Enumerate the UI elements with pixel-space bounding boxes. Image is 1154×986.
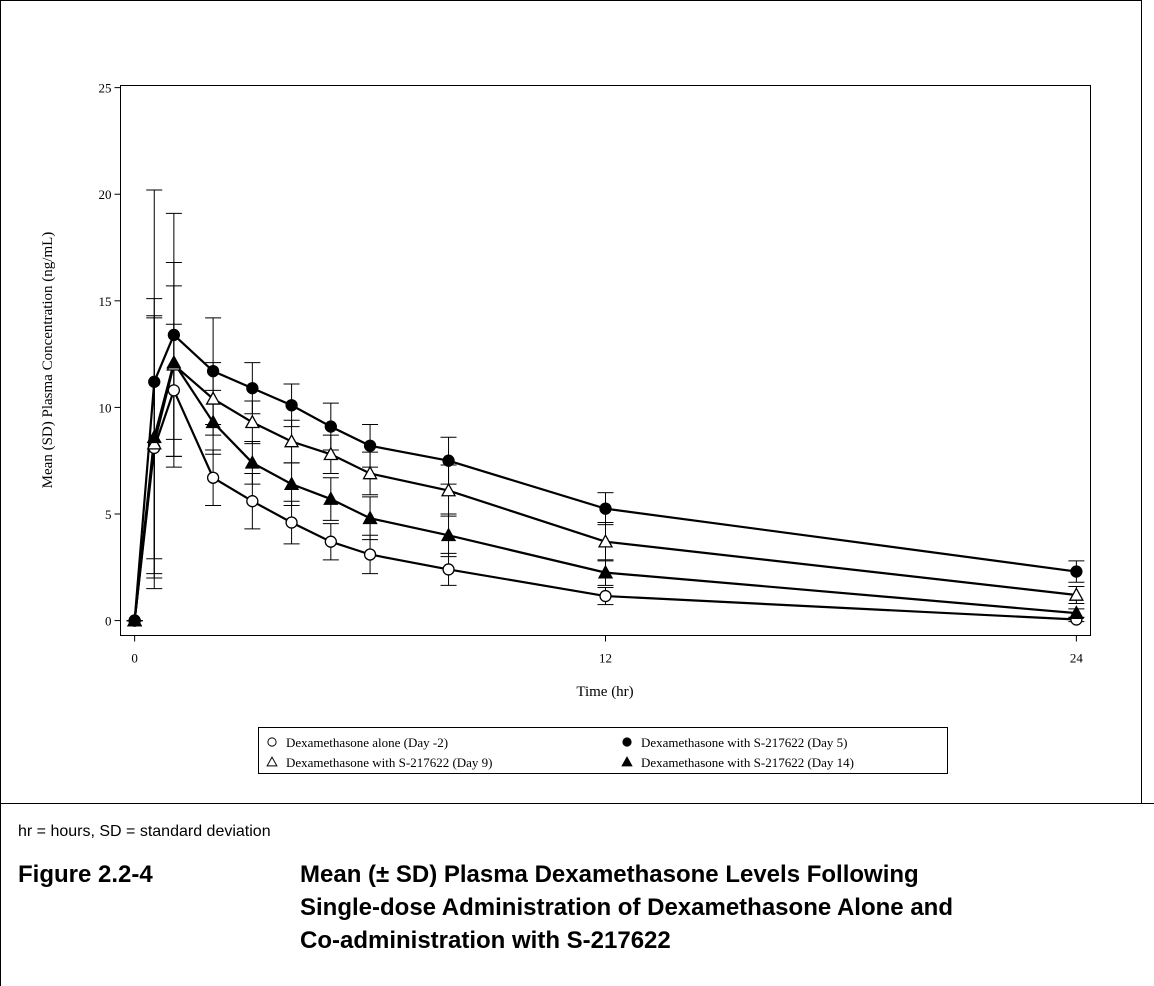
data-point	[363, 548, 377, 561]
figure-label: Figure 2.2-4	[18, 861, 153, 888]
data-point	[283, 476, 300, 490]
legend-label: Dexamethasone with S-217622 (Day 14)	[641, 755, 854, 770]
figure-title-line: Mean (± SD) Plasma Dexamethasone Levels …	[300, 861, 919, 888]
data-point	[362, 510, 378, 525]
data-point	[244, 454, 260, 469]
data-point	[206, 365, 220, 378]
data-point	[246, 495, 259, 508]
data-point	[599, 502, 612, 515]
data-point	[205, 391, 221, 405]
data-point	[323, 446, 339, 461]
y-tick-label: 10	[99, 400, 112, 415]
data-point	[167, 328, 181, 342]
data-point	[324, 420, 337, 433]
x-tick-label: 0	[131, 651, 138, 666]
x-tick-label: 24	[1070, 651, 1084, 666]
figure-title-line: Single-dose Administration of Dexamethas…	[300, 894, 953, 921]
data-point	[597, 564, 614, 579]
y-tick-label: 15	[99, 294, 112, 309]
data-point	[442, 454, 455, 467]
y-tick-label: 20	[99, 187, 112, 202]
data-point	[1068, 605, 1084, 619]
y-axis-label: Mean (SD) Plasma Concentration (ng/mL)	[40, 232, 56, 489]
legend-marker	[622, 737, 632, 747]
data-point	[285, 516, 298, 529]
legend-label: Dexamethasone with S-217622 (Day 5)	[641, 735, 848, 750]
data-point	[324, 535, 337, 548]
x-axis-label: Time (hr)	[576, 684, 633, 700]
data-point	[148, 375, 161, 388]
data-point	[146, 429, 162, 444]
data-point	[1070, 565, 1083, 578]
legend-marker	[267, 737, 277, 747]
y-tick-label: 5	[105, 507, 112, 522]
data-point	[205, 414, 221, 429]
data-point	[244, 414, 260, 429]
y-tick-label: 0	[105, 614, 112, 629]
data-point	[166, 354, 182, 369]
data-point	[167, 384, 181, 397]
data-point	[442, 563, 455, 576]
data-point	[597, 533, 614, 548]
legend-marker	[266, 756, 278, 767]
data-point	[599, 589, 612, 603]
legend-marker	[621, 756, 633, 767]
data-point	[246, 382, 259, 395]
data-point	[440, 482, 457, 497]
data-point	[285, 399, 298, 412]
legend-label: Dexamethasone alone (Day -2)	[286, 735, 448, 750]
data-point	[363, 439, 377, 452]
legend-label: Dexamethasone with S-217622 (Day 9)	[286, 755, 493, 770]
data-point	[323, 491, 339, 505]
y-tick-label: 25	[99, 81, 112, 96]
data-point	[440, 527, 457, 542]
legend-box	[258, 727, 948, 774]
figure-title-line: Co-administration with S-217622	[300, 927, 671, 954]
data-point	[1068, 587, 1084, 601]
x-tick-label: 12	[599, 651, 612, 666]
data-point	[283, 433, 300, 448]
data-point	[127, 612, 143, 627]
data-point	[362, 465, 378, 480]
footnote: hr = hours, SD = standard deviation	[18, 823, 271, 840]
data-point	[206, 471, 220, 484]
